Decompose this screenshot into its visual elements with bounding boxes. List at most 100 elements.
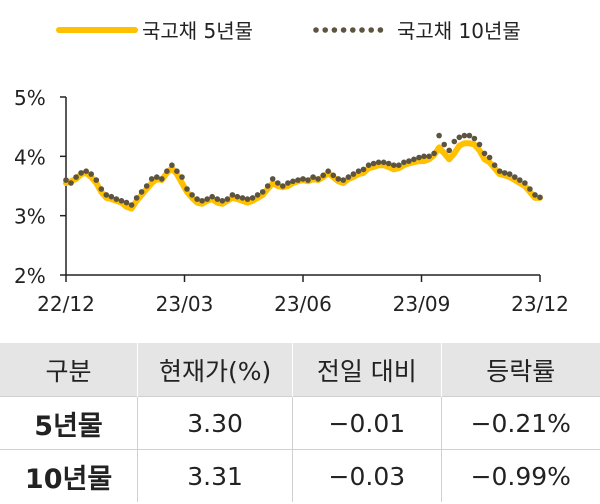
data-point xyxy=(365,162,372,168)
x-tick-label: 23/03 xyxy=(156,292,214,316)
data-point xyxy=(426,153,432,160)
header-change: 전일 대비 xyxy=(292,343,442,397)
header-current: 현재가(%) xyxy=(137,343,293,397)
data-point xyxy=(456,134,463,141)
data-point xyxy=(486,154,493,161)
data-point xyxy=(189,192,195,198)
data-point xyxy=(123,199,130,206)
data-point xyxy=(431,150,437,157)
axes: 2% 3% 4% 5% 22/12 23/03 23/06 23/09 23/12 xyxy=(14,86,569,316)
data-point xyxy=(108,193,115,200)
data-point xyxy=(259,189,266,195)
data-point xyxy=(148,176,155,182)
series-dots-10y xyxy=(63,132,543,208)
data-point xyxy=(527,186,533,192)
data-point xyxy=(391,162,397,168)
data-point xyxy=(330,172,337,179)
data-point xyxy=(214,196,221,202)
x-tick-label: 23/06 xyxy=(274,292,332,316)
data-point xyxy=(159,176,165,182)
data-point xyxy=(249,195,256,201)
legend-dot xyxy=(350,27,356,33)
data-point xyxy=(532,192,538,198)
header-rate: 등락률 xyxy=(440,343,600,397)
data-point xyxy=(280,183,286,189)
data-point xyxy=(68,180,74,186)
legend-dot xyxy=(359,27,365,33)
row-label: 10년물 xyxy=(0,449,138,502)
data-point xyxy=(154,174,160,180)
data-point xyxy=(396,162,402,168)
data-point xyxy=(315,176,321,182)
series-layer xyxy=(63,132,543,212)
data-point xyxy=(290,178,296,185)
data-point xyxy=(305,177,311,183)
change-rate: −0.21% xyxy=(440,396,600,450)
data-point xyxy=(340,177,347,183)
data-point xyxy=(98,186,105,192)
legend: 국고채 5년물 국고채 10년물 xyxy=(56,19,521,43)
current-value: 3.31 xyxy=(137,449,293,502)
daily-change: −0.01 xyxy=(292,396,442,450)
legend-label-10y: 국고채 10년물 xyxy=(397,19,521,43)
x-tick-label: 23/12 xyxy=(511,292,569,316)
data-point xyxy=(501,170,508,176)
data-point xyxy=(239,195,246,201)
data-point xyxy=(295,177,301,183)
y-tick-label: 2% xyxy=(14,264,46,288)
legend-dot xyxy=(377,27,384,33)
data-point xyxy=(88,171,94,177)
data-point xyxy=(522,180,528,186)
data-point xyxy=(476,141,483,148)
change-rate: −0.99% xyxy=(440,449,600,502)
data-point xyxy=(78,170,84,176)
data-point xyxy=(446,147,453,154)
table-row: 10년물 3.31 −0.03 −0.99% xyxy=(0,449,600,502)
data-point xyxy=(416,154,422,161)
data-point xyxy=(184,186,190,192)
data-point xyxy=(199,198,205,204)
legend-dot xyxy=(322,27,329,33)
current-value: 3.30 xyxy=(137,396,293,450)
data-point xyxy=(138,189,145,195)
y-tick-label: 3% xyxy=(14,205,46,229)
data-point xyxy=(118,198,125,204)
legend-dot xyxy=(368,27,375,33)
daily-change: −0.03 xyxy=(292,449,442,502)
data-point xyxy=(264,183,271,189)
data-point xyxy=(275,180,281,186)
y-tick-label: 4% xyxy=(14,145,46,169)
data-point xyxy=(375,159,382,166)
data-point xyxy=(229,192,236,198)
legend-dot xyxy=(331,27,338,33)
legend-dot xyxy=(313,27,319,33)
data-point xyxy=(441,141,448,148)
data-point xyxy=(406,158,412,164)
data-point xyxy=(83,168,89,174)
header-category: 구분 xyxy=(0,343,138,397)
data-point xyxy=(113,196,120,202)
data-point xyxy=(164,168,170,174)
data-point xyxy=(512,174,518,180)
data-point xyxy=(471,135,478,142)
data-point xyxy=(466,132,473,139)
data-point xyxy=(103,192,110,198)
data-point xyxy=(269,176,276,182)
yield-table: 구분 현재가(%) 전일 대비 등락률 5년물 3.30 −0.01 −0.21… xyxy=(0,343,600,502)
data-point xyxy=(436,132,442,139)
line-chart-svg: 국고채 5년물 국고채 10년물 2% 3% 4% 5% 22/12 23/03 23/06… xyxy=(14,19,569,316)
data-point xyxy=(496,168,503,174)
data-point xyxy=(93,177,100,183)
data-point xyxy=(285,180,291,186)
data-point xyxy=(219,198,226,204)
data-point xyxy=(411,156,417,163)
data-point xyxy=(300,176,306,182)
data-point xyxy=(491,162,498,168)
yield-chart: 국고채 5년물 국고채 10년물 2% 3% 4% 5% 22/12 23/03 23/06… xyxy=(14,19,569,316)
data-point xyxy=(73,174,79,180)
data-point xyxy=(461,132,468,139)
data-point xyxy=(209,193,215,200)
data-point xyxy=(345,174,352,180)
legend-label-5y: 국고채 5년물 xyxy=(142,19,253,43)
data-point xyxy=(380,159,387,166)
